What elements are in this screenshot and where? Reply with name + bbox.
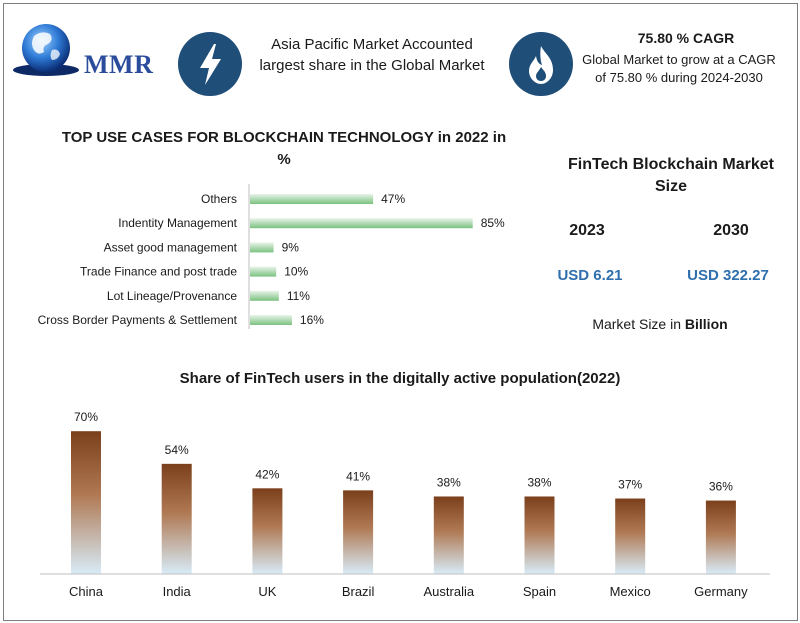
data-label: 70% (74, 410, 98, 424)
bar (161, 463, 192, 574)
value-2030: USD 322.27 (687, 267, 769, 284)
data-label: 36% (709, 480, 733, 494)
year-2023-label: 2023 (569, 222, 605, 239)
category-label: Trade Finance and post trade (80, 265, 237, 279)
category-label: China (69, 584, 104, 599)
lightning-bolt-icon (178, 32, 242, 96)
category-label: Indentity Management (118, 216, 237, 230)
bar (250, 218, 473, 229)
bar (343, 490, 374, 574)
category-label: Spain (523, 584, 556, 599)
bar (250, 266, 277, 277)
bar (250, 194, 374, 204)
bar (615, 498, 646, 574)
category-label: India (163, 584, 192, 599)
market-size-note-prefix: Market Size in (592, 316, 682, 332)
bar (433, 496, 464, 574)
data-label: 38% (527, 475, 551, 489)
bar (705, 500, 736, 574)
data-label: 16% (300, 313, 324, 327)
data-label: 42% (255, 467, 279, 481)
flame-icon (509, 32, 573, 96)
category-label: Others (201, 192, 237, 206)
fintech-users-bar-chart: 70% China 54% India 42% UK 41% Brazil 38% Austral… (40, 410, 770, 599)
category-label: Lot Lineage/Provenance (107, 289, 237, 303)
category-label: Germany (694, 584, 748, 599)
year-2030-label: 2030 (713, 222, 749, 239)
logo-text: MMR (84, 50, 154, 79)
category-label: Brazil (342, 584, 375, 599)
cagr-text: Global Market to grow at a CAGR of 75.80… (582, 52, 776, 85)
market-size-note: Market Size in Billion (560, 316, 760, 332)
mmr-logo: MMR (12, 14, 162, 80)
data-label: 85% (481, 216, 505, 230)
category-label: Cross Border Payments & Settlement (38, 313, 238, 327)
market-size-note-unit: Billion (684, 316, 728, 332)
category-label: UK (258, 584, 276, 599)
bar (252, 488, 283, 574)
value-2023: USD 6.21 (557, 267, 623, 284)
page-frame (3, 3, 798, 621)
use-cases-chart-title: TOP USE CASES FOR BLOCKCHAIN TECHNOLOGY … (61, 129, 507, 168)
category-label: Asset good management (104, 240, 238, 254)
market-size-title: FinTech Blockchain Market Size (568, 156, 774, 195)
data-label: 47% (381, 192, 405, 206)
cagr-title: 75.80 % CAGR (637, 30, 735, 46)
data-label: 9% (282, 240, 300, 254)
bar (250, 242, 274, 253)
data-label: 11% (287, 289, 310, 303)
data-label: 37% (618, 478, 642, 492)
bar (524, 496, 555, 574)
data-label: 38% (437, 475, 461, 489)
data-label: 54% (165, 443, 189, 457)
bar (250, 290, 279, 301)
globe-icon (13, 24, 79, 76)
category-label: Mexico (610, 584, 651, 599)
bar (250, 315, 292, 325)
data-label: 41% (346, 469, 370, 483)
data-label: 10% (284, 265, 308, 279)
bar (71, 431, 101, 574)
category-label: Australia (424, 584, 475, 599)
fintech-users-chart-title: Share of FinTech users in the digitally … (179, 370, 621, 387)
highlight-text: Asia Pacific Market Accounted largest sh… (259, 36, 485, 74)
use-cases-bar-chart: Others 47% Indentity Management 85% Asset go… (38, 184, 505, 329)
